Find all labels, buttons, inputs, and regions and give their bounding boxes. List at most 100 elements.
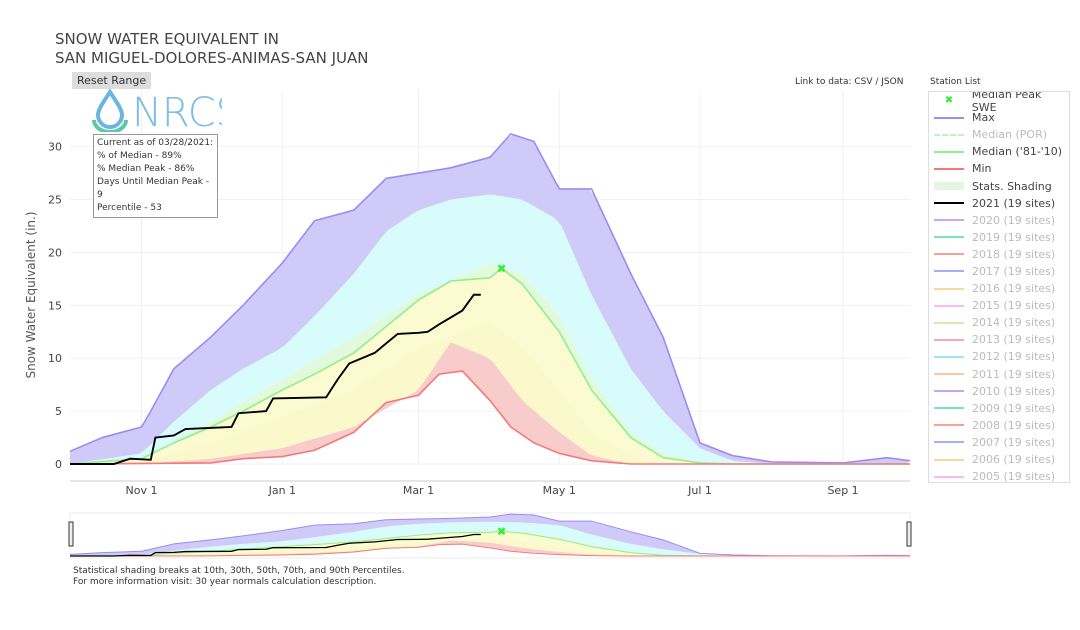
station-list-link[interactable]: Station List <box>930 77 981 87</box>
info-line: Days Until Median Peak - 9 <box>97 177 210 200</box>
legend-swatch-icon <box>934 441 964 444</box>
legend-swatch-icon <box>934 407 964 410</box>
median-peak-marker[interactable] <box>497 527 506 536</box>
legend-label: 2018 (19 sites) <box>972 247 1056 261</box>
info-line: Percentile - 53 <box>97 203 162 213</box>
legend-label: Min <box>972 162 992 176</box>
legend-label: 2013 (19 sites) <box>972 333 1056 347</box>
x-tick-label: May 1 <box>543 484 576 497</box>
legend-label: 2009 (19 sites) <box>972 401 1056 415</box>
legend-item[interactable]: 2005 (19 sites) <box>934 468 1069 482</box>
legend-item[interactable]: Stats. Shading <box>934 177 1069 194</box>
reset-range-button[interactable]: Reset Range <box>72 72 152 89</box>
legend-label: Max <box>972 111 995 125</box>
legend-item[interactable]: 2020 (19 sites) <box>934 212 1069 229</box>
legend-label: Median ('81-'10) <box>972 145 1063 159</box>
chart-title: SNOW WATER EQUIVALENT IN SAN MIGUEL-DOLOR… <box>55 30 368 68</box>
series-line-max[interactable] <box>69 513 911 557</box>
legend-label: 2016 (19 sites) <box>972 282 1056 296</box>
legend-item[interactable]: 2021 (19 sites) <box>934 195 1069 212</box>
legend-label: 2008 (19 sites) <box>972 418 1056 432</box>
legend-item[interactable]: 2006 (19 sites) <box>934 451 1069 468</box>
legend-item[interactable]: 2015 (19 sites) <box>934 297 1069 314</box>
series-line-min[interactable] <box>69 543 910 557</box>
nrcs-logo: NRCS <box>92 88 241 136</box>
band-p10-p30 <box>70 538 908 556</box>
legend-label: 2012 (19 sites) <box>972 350 1056 364</box>
y-axis-title: Snow Water Equivalent (in.) <box>24 211 38 378</box>
legend-item[interactable]: ✖ Median Peak SWE <box>934 92 1069 114</box>
y-tick-label: 10 <box>48 352 62 365</box>
legend-item[interactable]: 2008 (19 sites) <box>934 417 1069 434</box>
legend-swatch-icon <box>934 424 964 427</box>
legend-item[interactable]: 2009 (19 sites) <box>934 400 1069 417</box>
title-line1: SNOW WATER EQUIVALENT IN <box>55 30 279 48</box>
band-p10-p30 <box>70 322 908 464</box>
legend-item[interactable]: Median ('81-'10) <box>934 143 1069 160</box>
info-line: Current as of 03/28/2021: <box>97 138 214 148</box>
y-tick-label: 0 <box>55 458 62 471</box>
legend-label: Median (POR) <box>972 128 1048 142</box>
legend-swatch-icon <box>934 304 964 307</box>
water-drop-icon: NRCS <box>92 88 241 136</box>
legend-swatch-icon <box>934 475 964 478</box>
footnote: Statistical shading breaks at 10th, 30th… <box>73 566 405 588</box>
band-Min-p10 <box>70 342 908 464</box>
legend-label: 2015 (19 sites) <box>972 299 1056 313</box>
legend-item[interactable]: 2012 (19 sites) <box>934 348 1069 365</box>
legend-item[interactable]: 2014 (19 sites) <box>934 314 1069 331</box>
band-p70-p90 <box>70 194 908 464</box>
legend-label: 2020 (19 sites) <box>972 213 1056 227</box>
y-tick-label: 25 <box>48 194 62 207</box>
range-slider-handle[interactable] <box>68 521 74 547</box>
legend-swatch-icon <box>934 338 964 341</box>
legend-item[interactable]: 2011 (19 sites) <box>934 366 1069 383</box>
footnote-line: Statistical shading breaks at 10th, 30th… <box>73 566 405 576</box>
series-line-2021-19-sites-[interactable] <box>70 293 481 465</box>
legend-item[interactable]: Min <box>934 160 1069 177</box>
x-tick-label: Mar 1 <box>403 484 434 497</box>
info-line: % of Median - 89% <box>97 151 182 161</box>
legend-label: 2011 (19 sites) <box>972 367 1056 381</box>
x-tick-label: Sep 1 <box>827 484 858 497</box>
band-p30-Median <box>70 531 908 556</box>
legend-item[interactable]: 2013 (19 sites) <box>934 331 1069 348</box>
title-line2: SAN MIGUEL-DOLORES-ANIMAS-SAN JUAN <box>55 49 369 67</box>
legend-swatch-icon <box>934 390 964 393</box>
legend-swatch-icon <box>934 270 964 273</box>
legend-swatch-icon <box>934 167 964 170</box>
legend-swatch-icon <box>934 236 964 239</box>
y-tick-label: 30 <box>48 141 62 154</box>
legend-swatch-icon <box>934 373 964 376</box>
legend-item[interactable]: 2017 (19 sites) <box>934 263 1069 280</box>
legend-label: 2019 (19 sites) <box>972 230 1056 244</box>
legend-swatch-icon <box>934 321 964 324</box>
footnote-line[interactable]: For more information visit: 30 year norm… <box>73 577 377 587</box>
legend-swatch-icon <box>934 253 964 256</box>
legend-item[interactable]: 2016 (19 sites) <box>934 280 1069 297</box>
x-marker-icon: ✖ <box>944 95 954 107</box>
series-line-median-81-10-[interactable] <box>69 530 910 557</box>
range-slider[interactable] <box>68 512 912 559</box>
legend[interactable]: ✖ Median Peak SWE Max Median (POR) Median ('… <box>928 91 1070 483</box>
legend-swatch-icon <box>934 355 964 358</box>
band-Min-p10 <box>70 540 908 556</box>
legend-item[interactable]: 2010 (19 sites) <box>934 383 1069 400</box>
legend-item[interactable]: Max <box>934 109 1069 126</box>
legend-item[interactable]: 2018 (19 sites) <box>934 246 1069 263</box>
legend-item[interactable]: 2019 (19 sites) <box>934 229 1069 246</box>
y-tick-label: 20 <box>48 246 62 259</box>
legend-item[interactable]: 2007 (19 sites) <box>934 434 1069 451</box>
data-link[interactable]: Link to data: CSV / JSON <box>795 77 904 87</box>
median-peak-marker[interactable] <box>497 264 506 273</box>
range-slider-handle[interactable] <box>906 521 912 547</box>
legend-item[interactable]: Median (POR) <box>934 126 1069 143</box>
series-line-min[interactable] <box>69 370 910 465</box>
band-p70-p90 <box>70 521 908 556</box>
legend-label: 2017 (19 sites) <box>972 264 1056 278</box>
series-line-median-81-10-[interactable] <box>69 267 910 465</box>
series-line-2021-19-sites-[interactable] <box>70 533 481 557</box>
series-line-max[interactable] <box>69 133 911 464</box>
